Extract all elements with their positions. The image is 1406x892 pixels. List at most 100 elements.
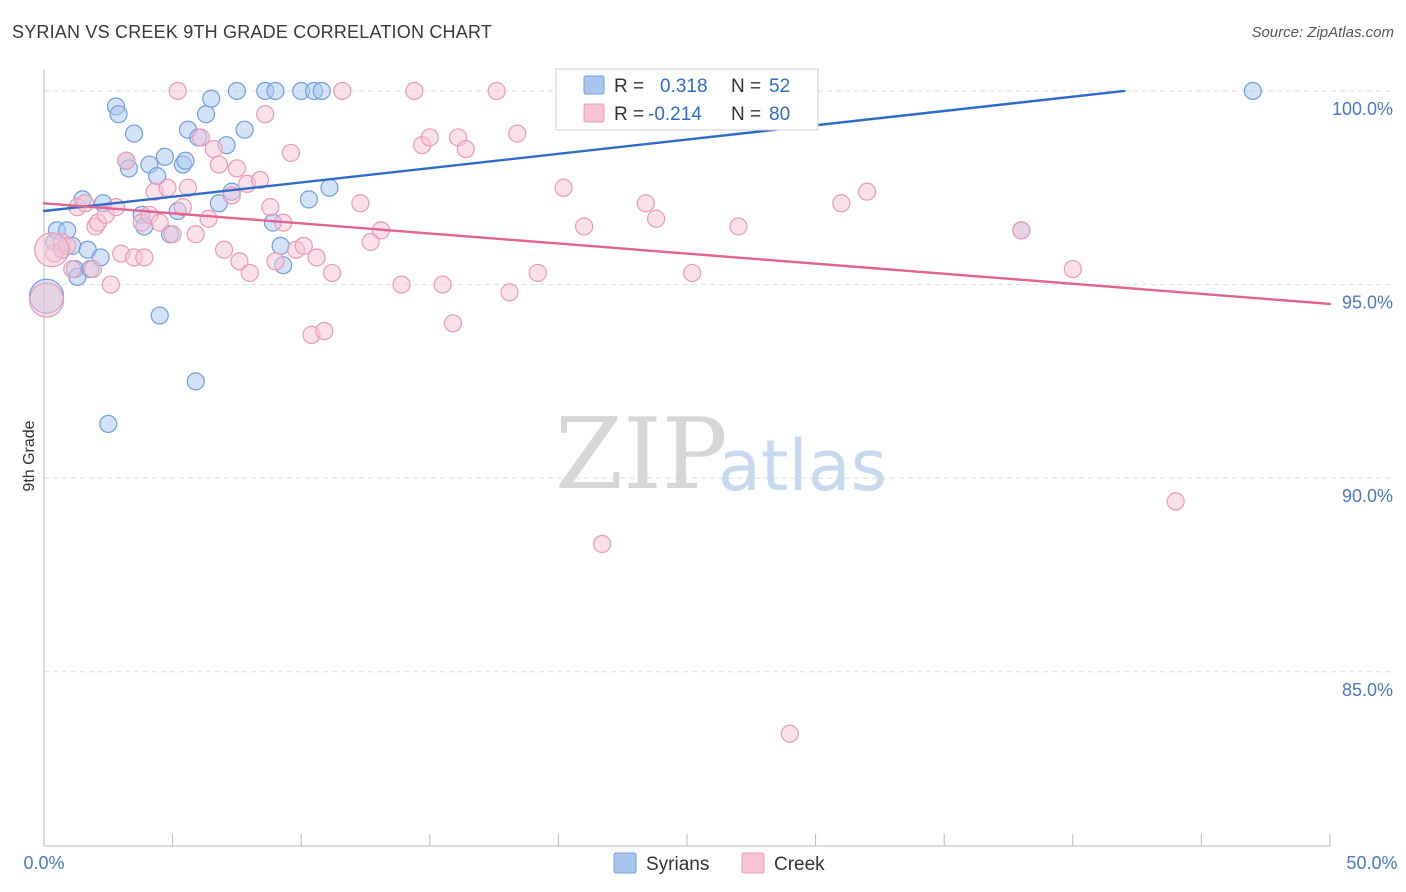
creek-point-71 — [683, 263, 702, 283]
creek-point-46 — [307, 248, 326, 267]
syrians-point-23 — [150, 306, 169, 325]
creek-point-25 — [178, 178, 198, 197]
trendlines — [42, 89, 1332, 306]
syrians-trendline — [42, 89, 1126, 213]
syrians-point-15 — [109, 105, 128, 124]
creek-point-36 — [240, 263, 259, 283]
chart-title: SYRIAN VS CREEK 9TH GRADE CORRELATION CH… — [12, 22, 493, 42]
creek-point-26 — [186, 225, 205, 244]
chart-source: Source: ZipAtlas.com — [1251, 24, 1394, 41]
syrians-point-42 — [271, 236, 290, 255]
creek-point-60 — [456, 139, 475, 159]
creek-trendline — [42, 202, 1332, 306]
creek-point-4 — [63, 259, 82, 279]
creek-point-34 — [230, 252, 249, 271]
stats-box: R = 0.318 N = 52 R = -0.214 N = 80 — [555, 68, 819, 131]
syrians-point-32 — [196, 105, 216, 124]
y-tick-label-2: 90.0% — [1342, 486, 1393, 506]
creek-point-64 — [528, 263, 547, 283]
creek-point-77 — [1063, 259, 1082, 279]
stats-r-label-creek: R = — [614, 104, 644, 125]
syrians-point-33 — [202, 89, 221, 108]
creek-point-17 — [135, 248, 154, 267]
creek-point-22 — [163, 225, 182, 244]
creek-points — [28, 81, 1185, 743]
creek-point-66 — [575, 217, 594, 236]
creek-point-50 — [351, 194, 370, 213]
creek-point-14 — [117, 151, 136, 170]
syrians-point-51 — [1243, 81, 1262, 101]
creek-point-57 — [433, 275, 452, 294]
y-tick-label-1: 95.0% — [1342, 293, 1393, 313]
creek-point-63 — [508, 124, 527, 143]
creek-point-20 — [150, 213, 169, 232]
creek-point-56 — [420, 128, 439, 147]
stats-n-label-creek: N = — [731, 104, 761, 125]
creek-point-72 — [729, 217, 748, 236]
legend-swatch-syrians — [613, 852, 637, 874]
syrians-point-45 — [299, 190, 319, 209]
legend: Syrians Creek — [613, 852, 825, 875]
stats-r-value-creek: -0.214 — [648, 104, 702, 125]
stats-n-label-syrians: N = — [731, 76, 761, 97]
creek-point-40 — [266, 252, 285, 271]
syrians-points — [28, 81, 1262, 434]
creek-point-65 — [554, 178, 573, 197]
creek-point-79 — [34, 232, 70, 268]
creek-point-29 — [204, 139, 223, 159]
creek-point-30 — [209, 155, 228, 174]
creek-point-78 — [1166, 492, 1185, 511]
creek-point-6 — [76, 194, 95, 213]
legend-label-creek: Creek — [774, 854, 825, 875]
creek-point-42 — [281, 143, 301, 163]
syrians-point-24 — [155, 147, 174, 166]
creek-point-62 — [500, 283, 519, 302]
creek-point-74 — [832, 194, 851, 213]
stats-swatch-syrians — [583, 75, 605, 95]
creek-point-69 — [636, 194, 655, 213]
watermark-atlas: atlas — [718, 425, 887, 507]
creek-point-23 — [168, 81, 187, 101]
legend-label-syrians: Syrians — [646, 854, 709, 875]
watermark-zip: ZIP — [555, 398, 728, 512]
creek-point-38 — [256, 105, 275, 124]
legend-swatch-creek — [741, 852, 765, 874]
creek-point-49 — [333, 81, 352, 101]
y-axis-label: 9th Grade — [21, 420, 38, 491]
creek-point-24 — [173, 198, 192, 217]
stats-swatch-creek — [583, 103, 605, 123]
x-tick-label-min: 0.0% — [23, 853, 64, 873]
syrians-point-48 — [320, 178, 339, 197]
stats-r-value-syrians: 0.318 — [660, 76, 708, 97]
creek-point-28 — [199, 209, 218, 228]
syrians-point-41 — [266, 81, 285, 101]
syrians-point-30 — [186, 372, 205, 391]
creek-point-67 — [593, 534, 612, 554]
syrians-point-28 — [176, 151, 195, 170]
y-tick-labels: 100.0% 95.0% 90.0% 85.0% — [1332, 99, 1393, 700]
creek-point-54 — [405, 81, 424, 101]
creek-point-73 — [780, 724, 799, 743]
creek-point-70 — [647, 209, 666, 228]
syrians-point-47 — [312, 81, 331, 101]
stats-n-value-creek: 80 — [769, 104, 790, 125]
creek-point-44 — [294, 236, 313, 255]
creek-point-39 — [261, 198, 280, 217]
y-tick-label-3: 85.0% — [1342, 680, 1393, 700]
creek-point-37 — [250, 170, 270, 190]
creek-point-58 — [443, 314, 463, 333]
creek-point-76 — [1012, 221, 1031, 240]
creek-point-53 — [392, 275, 411, 294]
creek-point-27 — [191, 128, 210, 147]
x-tick-label-max: 50.0% — [1346, 853, 1397, 873]
watermark: ZIP atlas — [555, 398, 887, 512]
creek-point-11 — [101, 275, 120, 294]
creek-point-51 — [361, 232, 380, 252]
syrians-point-18 — [124, 124, 144, 143]
creek-point-61 — [487, 81, 506, 101]
x-ticks — [43, 834, 1331, 846]
creek-point-21 — [158, 178, 177, 197]
creek-point-0 — [28, 282, 65, 318]
syrians-point-38 — [235, 120, 254, 139]
